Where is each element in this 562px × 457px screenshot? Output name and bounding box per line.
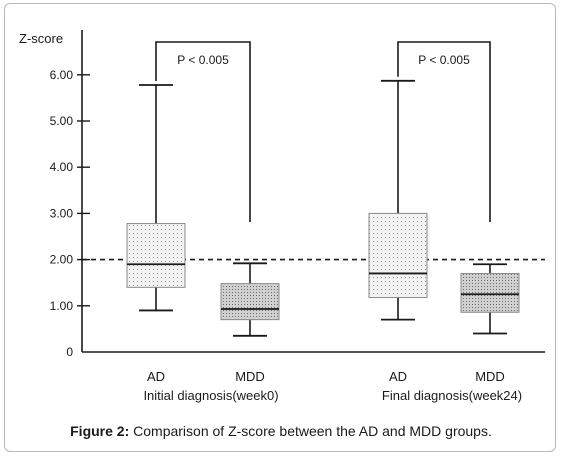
box-ad: [368, 212, 428, 298]
figure-caption: Figure 2: Comparison of Z-score between …: [0, 423, 562, 439]
category-label: MDD: [235, 369, 265, 384]
y-tick-label: 1.00: [50, 299, 74, 313]
significance-bracket: [155, 41, 251, 222]
category-label: AD: [389, 369, 407, 384]
caption-text: Comparison of Z-score between the AD and…: [129, 423, 492, 439]
box-ad: [126, 223, 186, 288]
significance-label: P < 0.005: [177, 53, 229, 67]
group-label: Initial diagnosis(week0): [143, 388, 278, 403]
significance-bracket: [397, 41, 491, 222]
caption-label: Figure 2:: [70, 423, 130, 439]
y-axis-label: Z-score: [19, 31, 63, 46]
box-mdd: [460, 272, 520, 313]
y-tick-label: 3.00: [50, 206, 74, 220]
figure-frame: [4, 3, 556, 452]
category-label: AD: [147, 369, 165, 384]
significance-label: P < 0.005: [418, 53, 470, 67]
y-tick-label: 5.00: [50, 114, 74, 128]
y-tick-label: 6.00: [50, 68, 74, 82]
box-mdd: [220, 283, 280, 321]
y-tick-label: 4.00: [50, 160, 74, 174]
y-tick-label: 0: [66, 345, 73, 359]
y-tick-label: 2.00: [50, 253, 74, 267]
group-label: Final diagnosis(week24): [382, 388, 522, 403]
category-label: MDD: [475, 369, 505, 384]
